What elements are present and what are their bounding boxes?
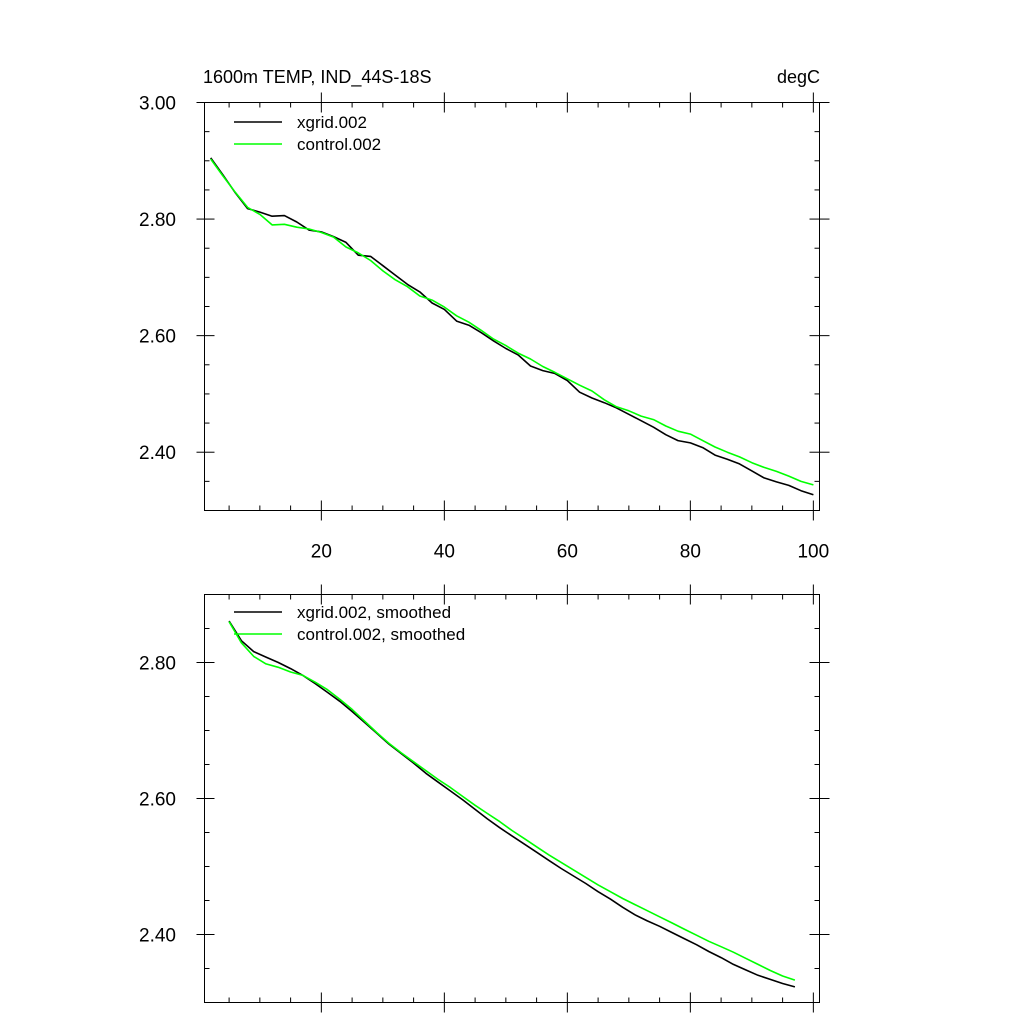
y-tick-label: 3.00 — [139, 94, 176, 115]
series-line-xgrid — [210, 157, 814, 496]
legend-label: control.002, smoothed — [297, 625, 465, 644]
bottom-panel-ticks — [196, 584, 830, 1013]
y-tick-label: 2.60 — [139, 327, 176, 348]
top-panel-x-tick-labels: 20 40 60 80 100 — [311, 542, 829, 563]
top-panel: 1600m TEMP, IND_44S-18S degC 20 40 60 80 100… — [139, 67, 830, 563]
y-tick-label: 2.80 — [139, 210, 176, 231]
series-line-xgrid — [228, 620, 796, 988]
legend-label: control.002 — [297, 135, 381, 154]
series-line-control — [210, 158, 814, 486]
series-line-control — [228, 621, 796, 981]
top-panel-units: degC — [777, 67, 820, 87]
y-tick-label: 2.60 — [139, 790, 176, 811]
top-panel-series — [210, 157, 814, 496]
bottom-panel-series — [228, 620, 796, 988]
legend-label: xgrid.002, smoothed — [297, 603, 451, 622]
bottom-panel: 2.80 2.60 2.40 xgrid.002, smoothed control.… — [139, 584, 830, 1013]
top-panel-title: 1600m TEMP, IND_44S-18S — [203, 67, 431, 88]
x-tick-label: 100 — [797, 542, 829, 563]
bottom-panel-y-tick-labels: 2.80 2.60 2.40 — [139, 654, 176, 947]
legend-label: xgrid.002 — [297, 113, 367, 132]
x-tick-label: 80 — [680, 542, 701, 563]
top-panel-legend: xgrid.002 control.002 — [234, 113, 381, 154]
bottom-panel-legend: xgrid.002, smoothed control.002, smoothed — [234, 603, 465, 644]
top-panel-y-tick-labels: 3.00 2.80 2.60 2.40 — [139, 94, 176, 465]
y-tick-label: 2.80 — [139, 654, 176, 675]
bottom-plot-frame — [204, 594, 820, 1003]
x-tick-label: 20 — [311, 542, 332, 563]
y-tick-label: 2.40 — [139, 443, 176, 464]
x-tick-label: 60 — [557, 542, 578, 563]
top-plot-frame — [204, 102, 820, 511]
y-tick-label: 2.40 — [139, 926, 176, 947]
x-tick-label: 40 — [434, 542, 455, 563]
top-panel-ticks — [196, 92, 830, 521]
